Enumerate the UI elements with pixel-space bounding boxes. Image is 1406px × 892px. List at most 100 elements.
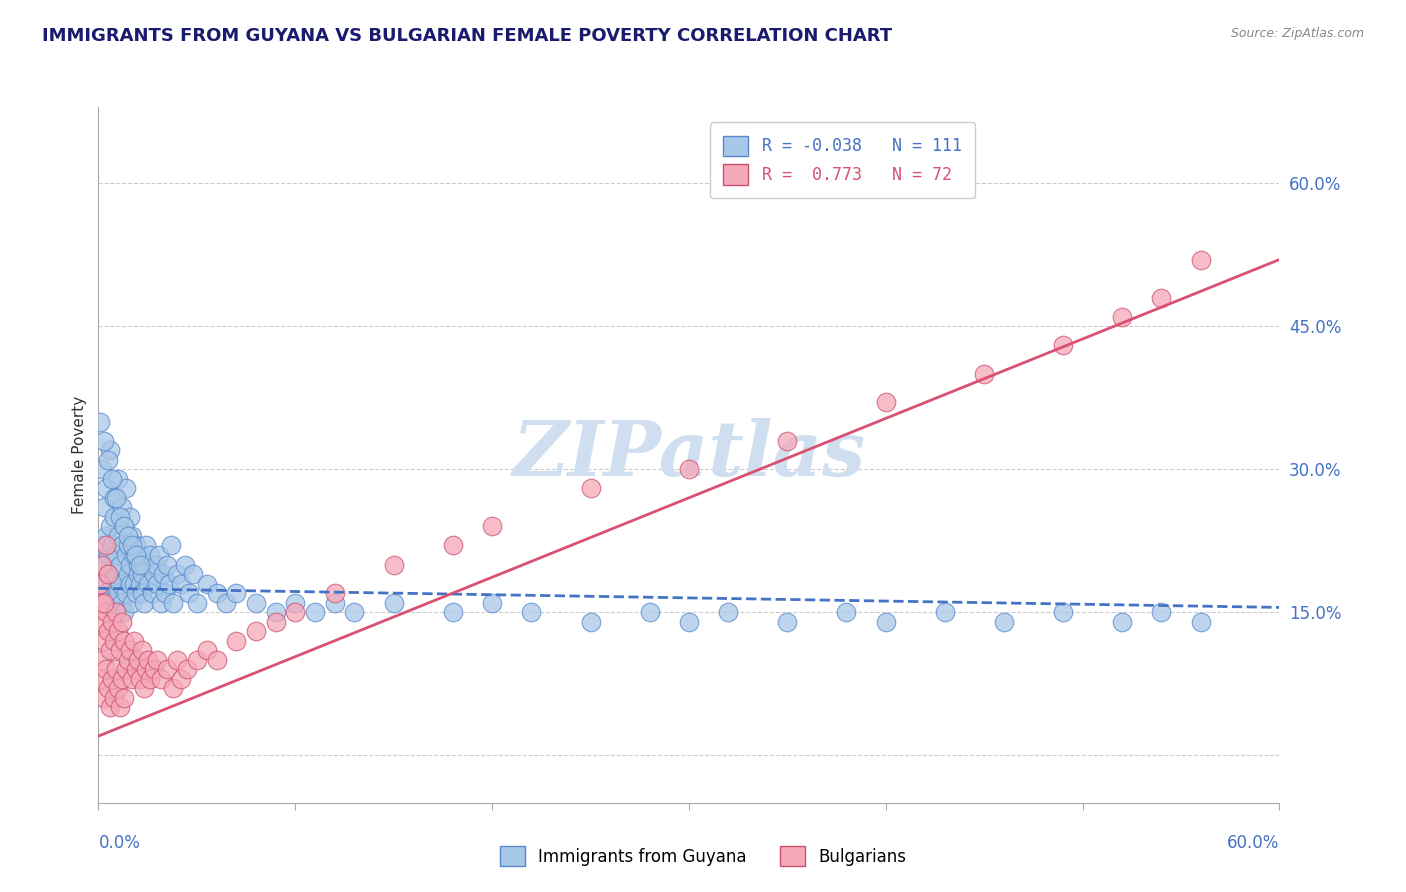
Point [89,576,111,591]
Point [112,605,135,619]
Point [117,539,139,553]
Point [481,519,503,533]
Point [101,615,124,629]
Point [131,567,153,582]
Point [195,643,218,657]
Point [96,586,118,600]
Point [156,662,179,676]
Point [117,653,139,667]
Point [97,452,120,467]
Point [181,567,204,582]
Point [96,605,118,619]
Point [103,690,125,705]
Point [186,653,208,667]
Point [91,462,114,476]
Point [520,605,543,619]
Point [170,672,193,686]
Point [91,596,114,610]
Point [89,672,111,686]
Point [98,643,121,657]
Point [131,643,153,657]
Point [127,558,149,572]
Point [122,576,145,591]
Point [93,434,115,448]
Point [382,596,405,610]
Point [112,690,135,705]
Point [1111,615,1133,629]
Point [323,586,346,600]
Point [146,653,169,667]
Point [1189,615,1212,629]
Point [264,615,287,629]
Point [96,529,118,543]
Point [245,624,267,639]
Point [107,586,129,600]
Point [225,633,247,648]
Point [91,558,114,572]
Point [125,548,148,562]
Point [776,434,799,448]
Point [103,491,125,505]
Point [131,586,153,600]
Point [127,653,149,667]
Point [105,662,128,676]
Point [108,558,131,572]
Point [441,605,464,619]
Point [993,615,1015,629]
Point [343,605,366,619]
Point [128,576,150,591]
Y-axis label: Female Poverty: Female Poverty [72,396,87,514]
Point [934,605,956,619]
Point [96,539,118,553]
Point [103,605,125,619]
Point [96,662,118,676]
Point [118,558,141,572]
Point [93,633,115,648]
Point [121,539,143,553]
Point [138,548,160,562]
Point [176,662,198,676]
Point [98,443,121,458]
Point [107,472,129,486]
Point [105,491,128,505]
Point [152,567,174,582]
Point [125,586,148,600]
Point [107,529,129,543]
Point [162,681,184,696]
Point [136,576,159,591]
Point [91,653,114,667]
Point [111,500,134,515]
Point [112,519,135,533]
Point [150,596,173,610]
Point [174,558,197,572]
Point [97,567,120,582]
Point [125,539,148,553]
Point [101,576,124,591]
Point [115,548,138,562]
Point [170,576,193,591]
Point [142,567,165,582]
Point [205,586,228,600]
Point [118,509,141,524]
Point [111,615,134,629]
Legend: R = -0.038   N = 111, R =  0.773   N = 72: R = -0.038 N = 111, R = 0.773 N = 72 [710,122,974,198]
Point [111,672,134,686]
Point [225,586,247,600]
Point [91,558,114,572]
Point [1052,605,1074,619]
Point [148,548,170,562]
Point [166,653,188,667]
Point [97,548,120,562]
Point [284,605,307,619]
Point [1111,310,1133,324]
Point [717,605,740,619]
Point [875,615,897,629]
Point [121,596,143,610]
Point [166,567,188,582]
Point [117,529,139,543]
Point [115,586,138,600]
Point [145,558,167,572]
Point [128,548,150,562]
Point [122,548,145,562]
Point [118,643,141,657]
